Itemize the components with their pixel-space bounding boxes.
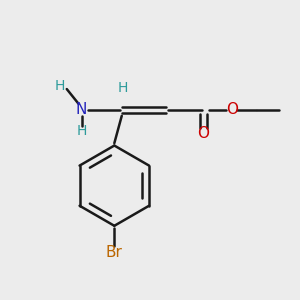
Text: N: N xyxy=(76,102,87,117)
Text: H: H xyxy=(118,81,128,94)
Text: Br: Br xyxy=(106,245,123,260)
Text: H: H xyxy=(54,79,64,93)
Text: O: O xyxy=(197,126,209,141)
Text: H: H xyxy=(76,124,87,138)
Text: O: O xyxy=(226,102,238,117)
